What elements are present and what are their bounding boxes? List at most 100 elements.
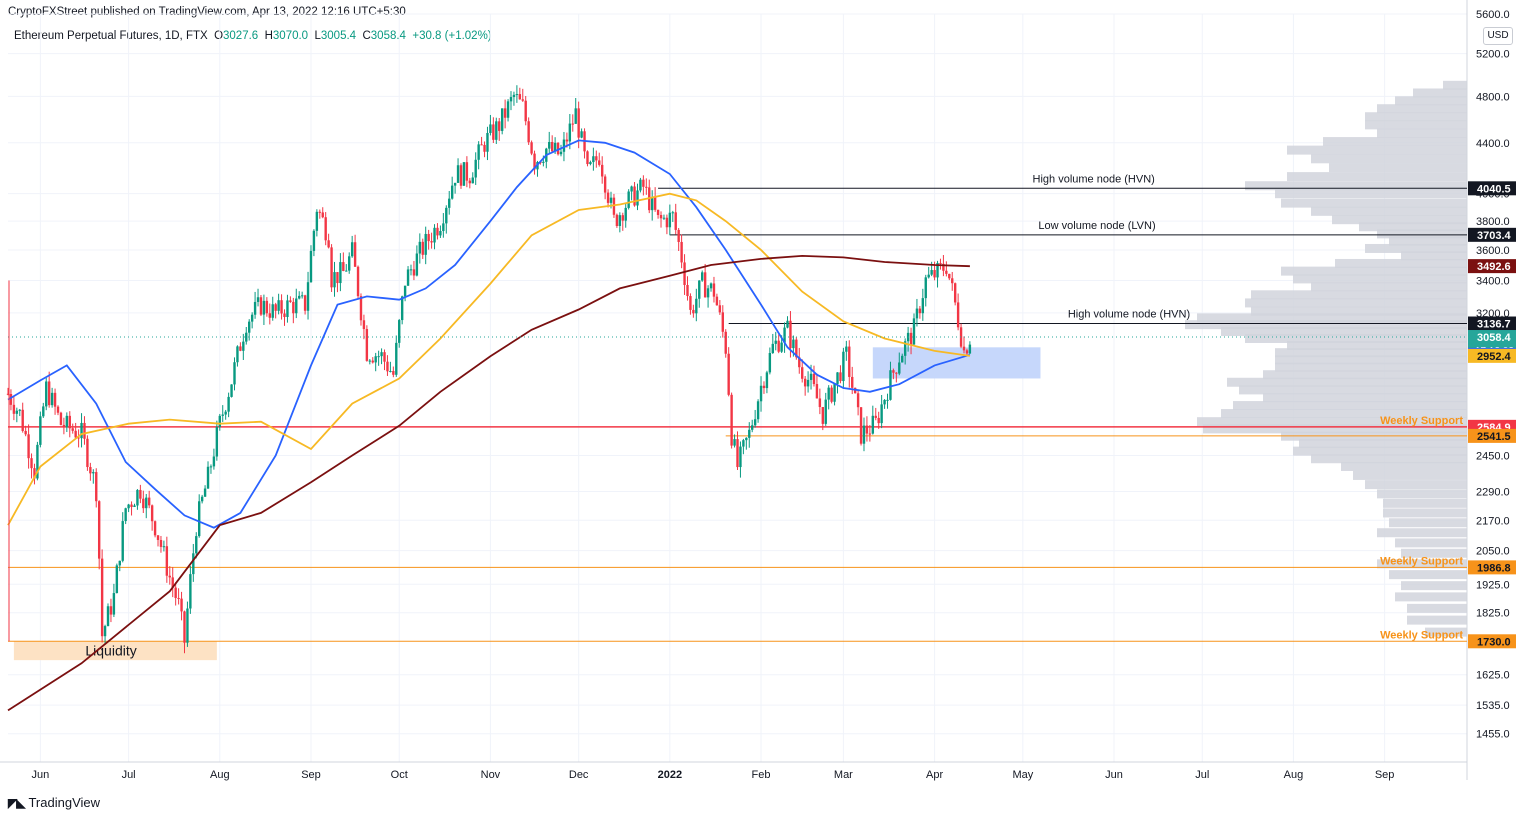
- candle-body: [492, 124, 495, 140]
- candle-body: [380, 352, 383, 357]
- level-annotation: High volume node (HVN): [1033, 173, 1155, 185]
- candle-body: [418, 241, 422, 254]
- candle-body: [686, 284, 689, 297]
- candle-body: [109, 606, 113, 615]
- candle-body: [265, 300, 269, 314]
- x-tick-label: Feb: [752, 769, 771, 781]
- candle-body: [942, 263, 945, 271]
- candle-body: [668, 212, 672, 228]
- candle-body: [603, 176, 607, 193]
- candle-body: [398, 320, 401, 343]
- volume-profile-bar: [1353, 470, 1467, 480]
- candle-body: [653, 196, 657, 210]
- price-tag-label: 3703.4: [1477, 230, 1512, 242]
- candle-body: [592, 156, 595, 163]
- price-tag-label: 1730.0: [1477, 636, 1511, 648]
- candle-body: [924, 277, 927, 299]
- currency-button[interactable]: USD: [1483, 27, 1513, 45]
- candle-body: [733, 439, 736, 446]
- candle-body: [645, 186, 648, 188]
- candle-body: [527, 121, 530, 143]
- candle-body: [624, 207, 627, 221]
- symbol-name[interactable]: Ethereum Perpetual Futures, 1D, FTX: [14, 30, 208, 42]
- candle-body: [712, 283, 716, 297]
- symbol-legend[interactable]: Ethereum Perpetual Futures, 1D, FTX O302…: [14, 30, 492, 42]
- candle-body: [159, 539, 163, 547]
- x-tick-label: Jul: [122, 769, 136, 781]
- high-label: H: [264, 30, 273, 42]
- candle-body: [677, 229, 680, 242]
- volume-profile-bar: [1365, 112, 1467, 122]
- candle-body: [383, 352, 386, 362]
- x-tick-label: Apr: [926, 769, 943, 781]
- candle-body: [183, 611, 186, 643]
- candle-body: [780, 342, 783, 352]
- candle-body: [500, 108, 504, 131]
- publisher-line: CryptoFXStreet published on TradingView.…: [8, 6, 406, 18]
- volume-profile-bar: [1341, 461, 1467, 471]
- candle-body: [968, 344, 972, 354]
- candle-body: [348, 256, 351, 271]
- candle-body: [577, 108, 580, 138]
- candle-body: [189, 574, 192, 609]
- volume-profile-bar: [1395, 538, 1467, 548]
- price-tag-label: 2541.5: [1477, 431, 1511, 443]
- volume-profile-bar: [1251, 306, 1467, 316]
- volume-profile-bar: [1407, 603, 1467, 613]
- candle-body: [130, 504, 133, 507]
- candle-body: [851, 376, 854, 388]
- volume-profile-bar: [1377, 104, 1467, 114]
- volume-profile-bar: [1221, 409, 1467, 419]
- candle-body: [801, 367, 804, 379]
- moving-average-line: [7, 192, 971, 526]
- candle-body: [618, 215, 622, 226]
- volume-profile-bar: [1275, 362, 1467, 372]
- candle-body: [339, 262, 342, 284]
- candle-body: [721, 312, 724, 332]
- candle-body: [683, 262, 686, 285]
- candle-body: [848, 346, 851, 377]
- candle-body: [33, 468, 36, 479]
- volume-profile-bar: [1365, 120, 1467, 130]
- tradingview-logo[interactable]: ◤◣ TradingView: [8, 795, 100, 810]
- candle-body: [430, 241, 433, 243]
- volume-profile-bar: [1281, 266, 1467, 276]
- candle-body: [756, 401, 760, 420]
- candle-body: [815, 384, 819, 399]
- candle-body: [409, 269, 413, 271]
- candle-body: [256, 297, 260, 302]
- price-tag-bg: [1468, 181, 1516, 196]
- candle-body: [306, 282, 310, 311]
- candle-body: [197, 501, 201, 537]
- candle-body: [274, 304, 277, 311]
- open-label: O: [214, 30, 224, 42]
- candle-body: [795, 339, 798, 358]
- candle-body: [498, 121, 501, 131]
- candle-body: [680, 241, 683, 263]
- y-tick-label: 2050.0: [1476, 546, 1510, 558]
- volume-profile-bar: [1197, 313, 1467, 323]
- candle-body: [371, 360, 374, 363]
- candle-body: [392, 370, 395, 375]
- candle-body: [939, 262, 942, 264]
- volume-profile-bar: [1293, 446, 1467, 456]
- volume-profile-bar: [1377, 229, 1467, 239]
- volume-profile-bar: [1323, 137, 1467, 147]
- candle-body: [147, 497, 151, 506]
- candle-body: [698, 280, 701, 299]
- candle-body: [262, 300, 266, 315]
- candle-body: [180, 598, 183, 612]
- candle-body: [342, 262, 345, 271]
- candle-body: [695, 298, 698, 314]
- candle-body: [912, 318, 916, 345]
- zone-label: Liquidity: [85, 642, 136, 658]
- moving-average-line: [7, 254, 970, 712]
- candle-body: [365, 329, 369, 361]
- candle-body: [803, 378, 807, 387]
- candle-body: [12, 404, 16, 414]
- candle-body: [62, 424, 66, 428]
- candle-body: [139, 489, 142, 499]
- candle-body: [489, 124, 492, 133]
- candle-body: [30, 458, 33, 469]
